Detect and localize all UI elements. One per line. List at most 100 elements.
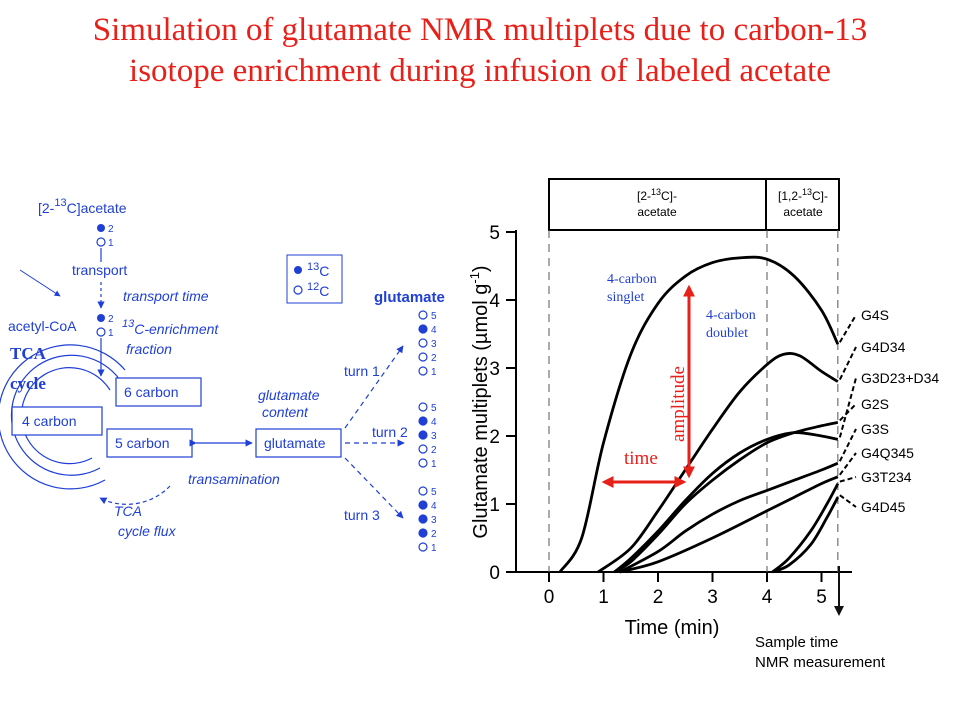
y-tick-label: 1 bbox=[489, 495, 500, 516]
series-line-g4d45 bbox=[771, 496, 840, 574]
carbon-number: 2 bbox=[108, 224, 114, 235]
tca-label: TCA bbox=[10, 344, 47, 363]
isotope-legend bbox=[286, 254, 343, 304]
nmr-measurement-label: NMR measurement bbox=[755, 654, 886, 671]
doublet-label: 4-carbon bbox=[706, 308, 756, 323]
series-line-g3t234 bbox=[771, 482, 840, 574]
series-leader-line bbox=[838, 314, 857, 343]
carbon-number: 1 bbox=[108, 328, 114, 339]
x-axis-label: Time (min) bbox=[625, 617, 720, 639]
y-tick-label: 0 bbox=[489, 563, 500, 584]
carbon-number: 5 bbox=[431, 403, 437, 414]
cycle-flux-label: cycle flux bbox=[118, 523, 177, 539]
x-tick-label: 5 bbox=[816, 587, 827, 608]
carbon-number: 2 bbox=[431, 353, 437, 364]
multiplet-chart: [2-13C]- acetate [1,2-13C]- acetate 0 1 2 3… bbox=[467, 178, 939, 671]
unlabeled-carbon-icon bbox=[418, 338, 428, 348]
series-label-g4s: G4S bbox=[861, 307, 889, 323]
time-label: time bbox=[624, 448, 658, 469]
series-leader-line bbox=[838, 346, 857, 381]
series-leader-line bbox=[839, 403, 857, 422]
five-carbon-label: 5 carbon bbox=[115, 435, 169, 451]
unlabeled-carbon-icon bbox=[418, 366, 428, 376]
x-tick-label: 0 bbox=[544, 587, 555, 608]
carbon-number: 4 bbox=[431, 417, 437, 428]
unlabeled-carbon-icon bbox=[418, 402, 428, 412]
acetyl-coa-carbons: 2 1 bbox=[96, 314, 114, 339]
turn-2-label: turn 2 bbox=[372, 424, 408, 440]
unlabeled-carbon-icon bbox=[418, 486, 428, 496]
carbon-number: 5 bbox=[431, 487, 437, 498]
series-line-g4s bbox=[558, 255, 840, 573]
glutamate-box bbox=[255, 428, 342, 458]
labeled-carbon-icon bbox=[418, 528, 428, 538]
glutamate-box-label: glutamate bbox=[264, 435, 326, 451]
unlabeled-carbon-icon bbox=[418, 458, 428, 468]
enrichment-fraction-label: fraction bbox=[126, 341, 172, 357]
five-carbon-box bbox=[106, 428, 193, 458]
tca-flux-label: TCA bbox=[114, 503, 142, 519]
series-leader-line bbox=[838, 428, 857, 462]
series-line-g2s bbox=[613, 421, 839, 574]
tca-cycle bbox=[0, 344, 171, 505]
title-line-1: Simulation of glutamate NMR multiplets d… bbox=[92, 12, 868, 48]
unlabeled-carbon-icon bbox=[96, 237, 106, 247]
labeled-carbon-icon bbox=[418, 514, 428, 524]
series-label-g2s: G2S bbox=[861, 396, 889, 412]
carbon-number: 3 bbox=[431, 515, 437, 526]
unlabeled-carbon-icon bbox=[418, 444, 428, 454]
glutamate-content-label: glutamate bbox=[258, 387, 320, 403]
singlet-label-line2: singlet bbox=[607, 290, 644, 305]
carbon-number: 1 bbox=[108, 238, 114, 249]
series-leader-line bbox=[838, 377, 857, 438]
series-leader-line bbox=[839, 476, 857, 483]
carbon-number: 1 bbox=[431, 543, 437, 554]
carbon-number: 4 bbox=[431, 325, 437, 336]
carbon-number: 2 bbox=[431, 529, 437, 540]
carbon-number: 5 bbox=[431, 311, 437, 322]
phase-header bbox=[548, 178, 840, 231]
sample-time-label: Sample time bbox=[755, 634, 838, 651]
carbon-number: 1 bbox=[431, 459, 437, 470]
acetate-carbons: 2 1 bbox=[96, 224, 114, 249]
unlabeled-carbon-icon bbox=[418, 542, 428, 552]
series-line-g4d34 bbox=[597, 352, 839, 574]
carbon-number: 2 bbox=[108, 314, 114, 325]
unlabeled-carbon-icon bbox=[96, 327, 106, 337]
x-tick-label: 2 bbox=[653, 587, 664, 608]
cycle-label: cycle bbox=[10, 374, 46, 393]
carbon-number: 2 bbox=[431, 445, 437, 456]
unlabeled-carbon-icon bbox=[418, 310, 428, 320]
carbon-number: 4 bbox=[431, 501, 437, 512]
singlet-label: 4-carbon bbox=[607, 272, 657, 287]
transamination-label: transamination bbox=[188, 471, 280, 487]
title-line-2: isotope enrichment during infusion of la… bbox=[129, 53, 831, 89]
y-tick-label: 2 bbox=[489, 427, 500, 448]
acetyl-coa-label: acetyl-CoA bbox=[8, 318, 77, 334]
y-tick-label: 5 bbox=[489, 223, 500, 244]
six-carbon-label: 6 carbon bbox=[124, 384, 178, 400]
x-tick-label: 4 bbox=[762, 587, 773, 608]
doublet-label-line2: doublet bbox=[706, 326, 748, 341]
carbon-number: 3 bbox=[431, 431, 437, 442]
transport-time-label: transport time bbox=[123, 288, 209, 304]
x-tick-label: 1 bbox=[598, 587, 609, 608]
amplitude-label: amplitude bbox=[668, 366, 689, 442]
c13-legend-label: 13C bbox=[307, 261, 329, 279]
four-carbon-label: 4 carbon bbox=[22, 413, 76, 429]
series-leader-line bbox=[839, 494, 857, 508]
turn-3-label: turn 3 bbox=[344, 507, 380, 523]
phase-1-label: [2-13C]- bbox=[637, 187, 677, 203]
turn-1-label: turn 1 bbox=[344, 363, 380, 379]
y-tick-label: 3 bbox=[489, 359, 500, 380]
slide-title: Simulation of glutamate NMR multiplets d… bbox=[0, 10, 960, 92]
carbon-number: 1 bbox=[431, 367, 437, 378]
series-leader-line bbox=[839, 452, 857, 476]
series-line-g3d23-d34 bbox=[613, 431, 839, 574]
metabolic-diagram: [2-13C]acetate 2 1 transport transport t… bbox=[0, 197, 445, 554]
series-layer bbox=[558, 255, 840, 574]
series-labels: G4S G4D34 G3D23+D34 G2S G3S G4Q345 G3T234 G4D45 bbox=[838, 307, 939, 515]
four-carbon-box bbox=[11, 406, 103, 436]
c12-legend-icon bbox=[293, 285, 303, 295]
labeled-carbon-icon bbox=[418, 500, 428, 510]
